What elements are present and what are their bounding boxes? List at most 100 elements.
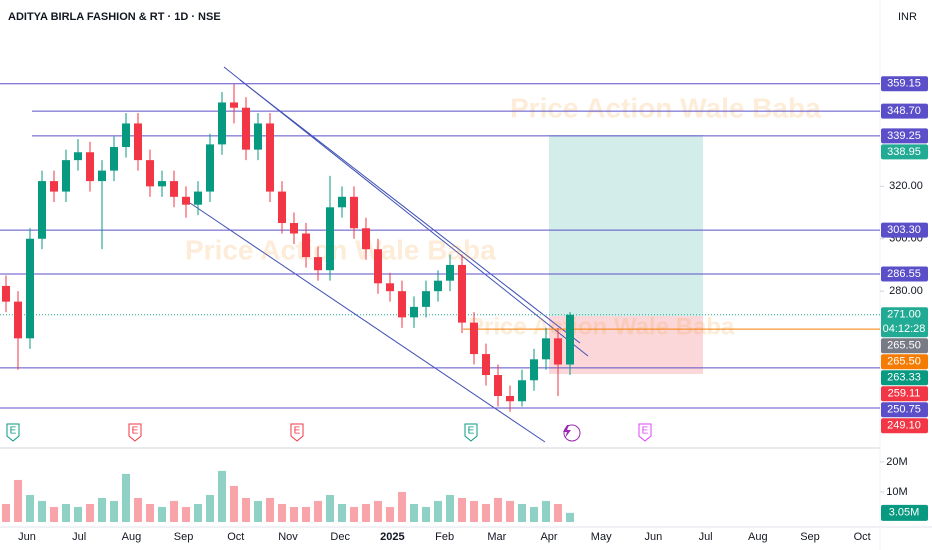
volume-bar [530,506,538,522]
volume-bar [338,503,346,522]
candle-body [434,280,442,292]
candle-body [398,291,406,318]
event-label: E [132,426,139,437]
price-label-box [881,144,928,160]
price-label: 359.15 [887,78,921,90]
chart-title: ADITYA BIRLA FASHION & RT · 1D · NSE [8,11,221,23]
volume-bar [110,500,118,522]
event-marker [128,423,142,442]
x-tick-label: Jun [645,531,663,543]
currency: INR [898,11,917,23]
price-label: 249.10 [887,420,921,432]
volume-bar [326,494,334,522]
volume-tick-label: 20M [886,456,907,468]
price-label: 250.75 [887,404,921,416]
volume-bar [350,506,358,522]
candle-body [182,196,190,205]
price-label: 265.50 [887,340,921,352]
price-label: 271.00 [887,309,921,321]
candle-body [74,152,82,161]
price-label: 303.30 [887,224,921,236]
candle-body [230,102,238,108]
trend-line [189,202,546,443]
volume-bar [566,512,574,522]
candle-body [170,181,178,197]
candle-body [278,191,286,224]
x-tick-label: Oct [227,531,244,543]
candle-body [542,338,550,360]
x-tick-label: Aug [122,531,142,543]
event-label: E [10,426,17,437]
x-tick-label: Mar [487,531,506,543]
trend-line [239,79,581,344]
volume-bar [290,506,298,522]
volume-bar [470,500,478,522]
y-tick-label: 320.00 [889,180,923,192]
price-label-box [881,128,928,144]
x-tick-label: Dec [330,531,350,543]
candle-body [518,380,526,402]
volume-bar [386,506,394,522]
volume-bar [122,473,130,522]
volume-bar [506,500,514,522]
price-label-box [881,76,928,92]
dividend-icon [563,425,571,438]
event-marker [6,423,20,442]
countdown: 04:12:28 [883,323,926,335]
volume-bar [14,479,22,522]
volume-bar [398,491,406,522]
watermark: Price Action Wale Baba [510,92,821,123]
candle-body [482,354,490,376]
candle-body [254,123,262,150]
candle-body [158,181,166,187]
volume-bar [50,506,58,522]
price-label-box [881,386,928,402]
volume-bar [278,503,286,522]
candle-body [458,264,466,323]
price-label: 265.50 [887,356,921,368]
volume-bar [134,497,142,522]
event-label: E [642,426,649,437]
price-label-box [881,338,928,354]
price-label: 339.25 [887,130,921,142]
x-tick-label: Apr [540,531,557,543]
candle-body [566,314,574,365]
x-tick-label: Jul [699,531,713,543]
volume-bar [434,500,442,522]
candle-body [362,228,370,250]
price-label: 263.33 [887,372,921,384]
profit-zone [549,135,703,316]
volume-bar [254,500,262,522]
volume-bar [206,494,214,522]
dividend-icon-ring [563,424,581,442]
candle-body [86,152,94,182]
candle-body [26,238,34,339]
candle-body [122,123,130,148]
price-label-box [881,266,928,282]
candle-body [62,160,70,192]
x-tick-label: Feb [435,531,454,543]
volume-bar [518,503,526,522]
candle-body [146,160,154,187]
volume-bar [458,497,466,522]
price-label-box [881,418,928,434]
volume-bar [494,497,502,522]
volume-bar [182,506,190,522]
volume-bar [170,500,178,522]
watermark: Price Action Wale Baba [468,313,735,340]
price-label-box [881,354,928,370]
candle-body [302,233,310,258]
price-label-box [881,307,928,338]
candle-body [194,191,202,205]
candle-body [38,181,46,239]
candle-body [2,285,10,302]
volume-bar [554,503,562,522]
volume-bar [422,506,430,522]
volume-bar [98,497,106,522]
volume-bar [74,506,82,522]
price-label: 348.70 [887,105,921,117]
x-tick-label: 2025 [380,531,404,543]
volume-bar [38,500,46,522]
volume-bar [542,500,550,522]
